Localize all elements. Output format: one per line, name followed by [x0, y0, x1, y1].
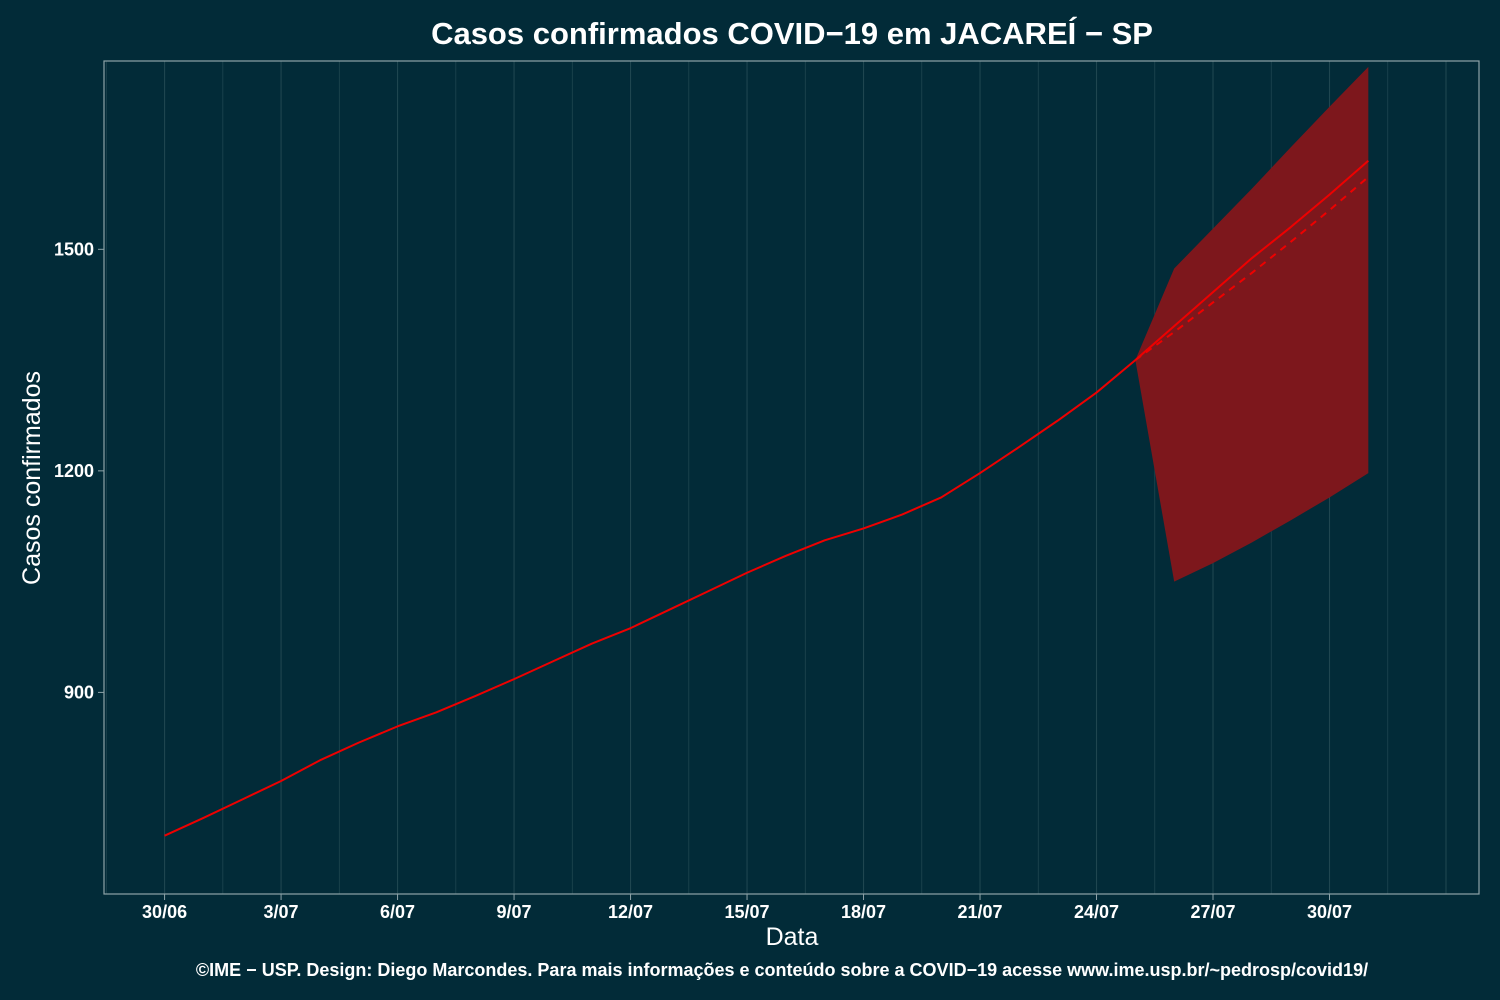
- x-tick-label: 15/07: [725, 902, 770, 922]
- x-axis-title: Data: [766, 923, 819, 951]
- y-tick-label: 900: [64, 682, 94, 702]
- series-line-observed: [164, 359, 1136, 837]
- prediction-interval-band: [1135, 66, 1369, 582]
- x-tick-label: 9/07: [497, 902, 532, 922]
- y-axis-ticks: 900 1200 1500: [54, 239, 104, 702]
- x-tick-label: 18/07: [841, 902, 886, 922]
- series-layer: [164, 159, 1369, 837]
- x-tick-label: 6/07: [380, 902, 415, 922]
- x-axis-ticks: 30/06 3/07 6/07 9/07 12/07 15/07 18/07 21/07 24/…: [142, 894, 1352, 922]
- x-tick-label: 30/06: [142, 902, 187, 922]
- y-tick-label: 1200: [54, 461, 94, 481]
- x-tick-label: 27/07: [1190, 902, 1235, 922]
- x-tick-label: 3/07: [264, 902, 299, 922]
- chart-title: Casos confirmados COVID−19 em JACAREÍ − …: [431, 16, 1153, 51]
- x-tick-label: 24/07: [1074, 902, 1119, 922]
- caption-credits: ©IME − USP. Design: Diego Marcondes. Par…: [196, 960, 1368, 980]
- x-tick-label: 30/07: [1307, 902, 1352, 922]
- series-line-dashed-forecast: [1134, 176, 1369, 361]
- y-axis-title: Casos confirmados: [18, 371, 46, 585]
- y-tick-label: 1500: [54, 239, 94, 259]
- x-tick-label: 12/07: [608, 902, 653, 922]
- prediction-band-layer: [1135, 66, 1369, 582]
- plot-area-border: [103, 60, 1480, 895]
- grid-lines: [105, 61, 1447, 894]
- series-line-forecast: [1134, 159, 1369, 361]
- x-tick-label: 21/07: [958, 902, 1003, 922]
